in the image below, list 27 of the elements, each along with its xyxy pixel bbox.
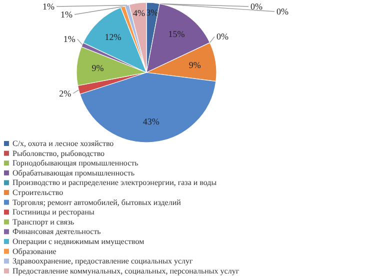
legend-label: Рыболовство, рыбоводство [12,148,105,158]
data-label: 9% [92,62,104,73]
legend-label: Транспорт и связь [12,217,74,226]
text: 0% [216,32,229,42]
data-label: 43% [142,116,160,126]
data-label: 4% [132,8,146,18]
data-label: 2% [59,88,72,98]
legend-label: Строительство [12,188,64,197]
data-label: 1% [63,34,76,44]
legend-label: Торговля; ремонт автомобилей, бытовых изделий [12,198,182,207]
text: 0% [276,6,288,16]
legend-label: Обрабатывающая промышленность [12,168,135,178]
legend-label: Предоставление коммунальных, социальных, персональных услуг [12,266,240,276]
legend-label: Финансовая деятельность [12,227,102,236]
legend-label: С/х, охота и лесное хозяйство [12,139,114,148]
data-label: 9% [188,60,202,70]
data-label: 1% [60,10,73,20]
legend-label: Здравоохранение, предоставление социальных услуг [12,256,194,266]
legend-label: Горнодобывающая промышленность [12,158,139,168]
text: 0% [250,2,262,12]
data-label: 1% [42,2,55,12]
data-label: 12% [104,32,122,42]
legend-label: Операции с недвижимым имуществом [12,237,144,246]
legend-label: Гостиницы и рестораны [12,208,95,217]
data-label: 15% [168,28,186,39]
legend-label: Образование [12,246,57,256]
legend-label: Производство и распределение электроэнергии, газа и воды [12,178,218,188]
